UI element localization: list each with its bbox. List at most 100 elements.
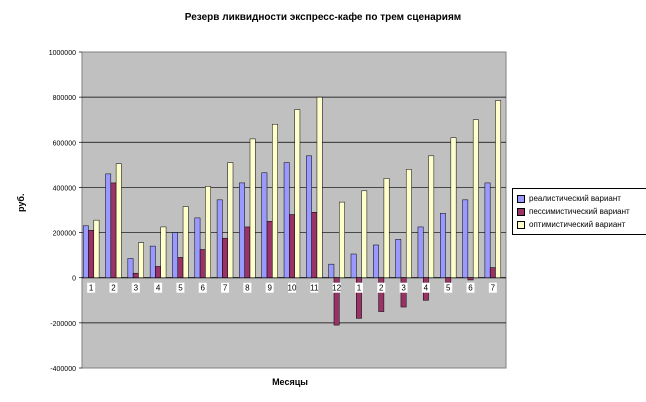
bar (405, 169, 412, 278)
bar (205, 186, 211, 278)
bar (489, 267, 496, 278)
y-axis-label: руб. (16, 193, 26, 212)
plot-area (81, 51, 507, 369)
bar (138, 242, 144, 278)
x-tick-label: 11 (310, 284, 319, 293)
bar (266, 221, 273, 278)
y-tick-label: -400000 (50, 366, 76, 373)
bar (177, 257, 184, 278)
x-tick-label-bg (131, 282, 140, 293)
x-tick-label-bg (377, 282, 386, 293)
x-tick-label-bg (466, 282, 475, 293)
bar (194, 217, 201, 278)
x-tick-label: 1 (89, 284, 94, 293)
bar (132, 272, 139, 278)
x-tick-label-bg (488, 282, 497, 293)
x-tick-label-bg (87, 282, 96, 293)
x-tick-label-bg (421, 282, 430, 293)
x-tick-label-bg (221, 282, 230, 293)
x-tick-label: 4 (156, 284, 161, 293)
bar (283, 162, 290, 278)
x-axis-label: Месяцы (272, 377, 308, 387)
bar (311, 212, 318, 278)
x-tick-label-bg (154, 282, 163, 293)
y-tick-label: 600000 (53, 140, 76, 147)
bar (289, 214, 295, 278)
bar (356, 277, 362, 319)
bar (199, 249, 206, 278)
x-tick-label: 3 (401, 284, 406, 293)
bar (160, 226, 167, 278)
bar (294, 109, 301, 278)
bar (244, 226, 251, 278)
x-tick-label-bg (288, 282, 296, 293)
y-tick-label: 0 (72, 276, 76, 283)
bar (467, 277, 474, 281)
bar (227, 162, 234, 278)
bar (272, 123, 278, 278)
bar (462, 199, 469, 278)
x-tick-label-bg (109, 282, 118, 293)
x-tick-label: 7 (491, 284, 496, 293)
bar (110, 182, 117, 278)
bar (127, 258, 134, 278)
legend-label-pessimistic: пессимистический вариант (529, 207, 630, 216)
x-tick-label: 2 (379, 284, 384, 293)
x-tick-label: 7 (223, 284, 228, 293)
bar (306, 155, 312, 278)
x-tick-label: 6 (468, 284, 473, 293)
legend: реалистический вариант пессимистический … (512, 188, 646, 235)
legend-label-realistic: реалистический вариант (529, 194, 621, 203)
chart-title: Резерв ликвидности экспресс-кафе по трем… (184, 12, 462, 23)
x-tick-label: 4 (424, 284, 429, 293)
bar (373, 244, 379, 278)
bar (495, 100, 502, 278)
legend-swatch-optimistic (517, 220, 525, 229)
bar (249, 138, 256, 278)
legend-item-pessimistic: пессимистический вариант (517, 205, 643, 218)
y-tick-label: 400000 (53, 185, 76, 192)
bar (417, 226, 424, 278)
legend-item-optimistic: оптимистический вариант (517, 218, 643, 231)
bar (339, 201, 345, 278)
bar (239, 182, 245, 278)
x-tick-label: 5 (178, 284, 183, 293)
bar (93, 219, 100, 278)
x-tick-label: 3 (134, 284, 139, 293)
legend-swatch-pessimistic (517, 207, 525, 216)
x-tick-label-bg (399, 282, 408, 293)
bar (182, 206, 189, 278)
x-tick-label-bg (444, 282, 453, 293)
x-tick-label-bg (310, 282, 319, 293)
y-tick-label: 800000 (53, 95, 76, 102)
y-tick-label: -200000 (50, 321, 76, 328)
x-tick-label-bg (198, 282, 207, 293)
bar (484, 182, 491, 278)
x-tick-label: 1 (357, 284, 362, 293)
bar (155, 266, 161, 278)
x-tick-label-bg (332, 282, 341, 293)
bar (82, 225, 89, 278)
bar (472, 119, 479, 278)
y-tick-label: 200000 (53, 231, 76, 238)
bar (450, 137, 457, 278)
y-axis-ticks: -400000 -200000 0 200000 400000 600000 800000 1… (49, 50, 82, 373)
bar (149, 245, 156, 278)
bar (105, 173, 112, 278)
x-tick-label: 8 (245, 284, 250, 293)
legend-item-realistic: реалистический вариант (517, 192, 643, 205)
x-tick-label: 12 (332, 284, 341, 293)
bar (361, 190, 368, 278)
bar (350, 253, 357, 278)
x-tick-label-bg (176, 282, 185, 293)
x-tick-label: 9 (267, 284, 272, 293)
legend-swatch-realistic (517, 194, 525, 203)
bar (395, 239, 402, 278)
bar (261, 172, 268, 278)
y-tick-label: 1000000 (49, 50, 76, 57)
x-tick-label-bg (265, 282, 274, 293)
bar (440, 213, 446, 278)
x-axis-ticks: 1 2 3 4 5 6 7 8 9 10 11 12 1 2 3 4 5 6 7 (87, 282, 497, 293)
x-tick-label: 6 (201, 284, 206, 293)
x-tick-label: 10 (288, 284, 297, 293)
